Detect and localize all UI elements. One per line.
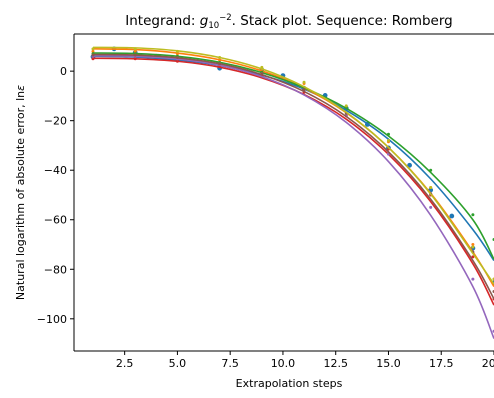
x-tick-label: 7.5 [221, 357, 239, 370]
data-point [449, 214, 454, 219]
chart-title: Integrand: g10−2. Stack plot. Sequence: … [125, 13, 453, 31]
x-tick-label: 15.0 [376, 357, 401, 370]
y-tick-label: −20 [44, 115, 67, 128]
x-tick-label: 10.0 [271, 357, 296, 370]
title-g-subscript: 10 [208, 21, 219, 31]
title-prefix: Integrand: [125, 13, 200, 29]
x-tick-label: 2.5 [116, 357, 134, 370]
data-point [134, 54, 137, 57]
y-tick-label: −100 [37, 313, 67, 326]
y-axis-label-symbol: ε [14, 85, 27, 91]
data-point [176, 50, 179, 53]
y-axis-label-text: Natural logarithm of absolute error, ln [14, 91, 27, 300]
title-g-superscript: −2 [219, 13, 232, 23]
y-tick-label: −80 [44, 263, 67, 276]
x-tick-label: 5.0 [169, 357, 187, 370]
y-tick-label: 0 [60, 65, 67, 78]
series-fit-line [93, 55, 494, 299]
series-fit-line [93, 53, 494, 259]
data-point [91, 54, 94, 57]
data-point [429, 186, 432, 189]
series-layer [91, 46, 494, 338]
data-point [218, 56, 221, 59]
x-tick-label: 17.5 [429, 357, 454, 370]
data-point [218, 62, 221, 65]
y-tick-label: −40 [44, 164, 67, 177]
data-point [134, 47, 137, 50]
x-tick-label: 12.5 [323, 357, 348, 370]
y-axis-label: Natural logarithm of absolute error, lnε [14, 85, 27, 300]
data-point [303, 81, 306, 84]
data-point [303, 88, 306, 91]
data-point [345, 104, 348, 107]
y-tick-label: −60 [44, 214, 67, 227]
data-point [429, 169, 432, 172]
x-axis-label: Extrapolation steps [236, 377, 343, 390]
data-point [260, 72, 263, 75]
data-point [387, 133, 390, 136]
data-point [471, 213, 474, 216]
data-point [471, 278, 474, 281]
data-point [471, 245, 474, 248]
title-suffix: . Stack plot. Sequence: Romberg [232, 13, 453, 29]
data-point [387, 139, 390, 142]
x-axis-ticks: 2.5 5.0 7.5 10.0 12.5 15.0 17.5 20.0 [116, 351, 494, 370]
data-point [91, 47, 94, 50]
data-point [429, 206, 432, 209]
x-tick-label: 20.0 [482, 357, 494, 370]
data-point [260, 66, 263, 69]
series-group [91, 52, 494, 259]
y-axis-ticks: 0 −20 −40 −60 −80 −100 [37, 65, 74, 326]
data-point [176, 56, 179, 59]
